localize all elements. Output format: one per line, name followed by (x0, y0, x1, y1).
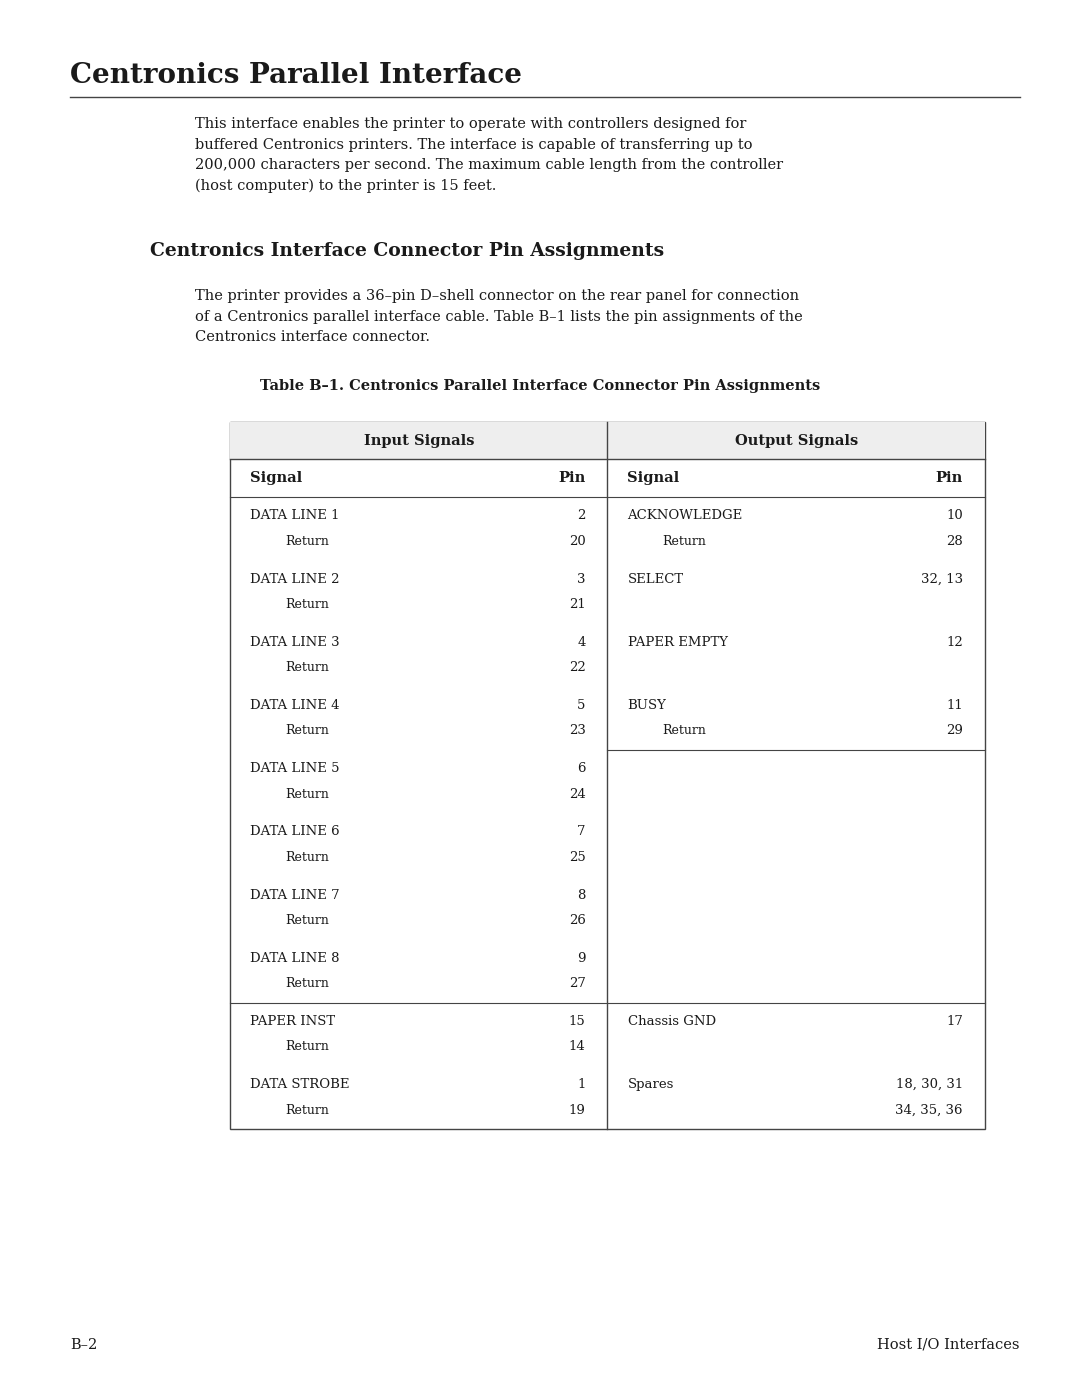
Text: 8: 8 (577, 888, 585, 901)
Text: DATA LINE 3: DATA LINE 3 (249, 636, 339, 648)
Text: 15: 15 (569, 1016, 585, 1028)
Text: DATA LINE 5: DATA LINE 5 (249, 763, 339, 775)
Text: 4: 4 (577, 636, 585, 648)
Text: 20: 20 (569, 535, 585, 548)
Text: 34, 35, 36: 34, 35, 36 (895, 1104, 963, 1116)
Text: Return: Return (285, 851, 329, 863)
Text: 12: 12 (946, 636, 963, 648)
Text: Centronics Interface Connector Pin Assignments: Centronics Interface Connector Pin Assig… (150, 242, 664, 260)
Text: ACKNOWLEDGE: ACKNOWLEDGE (627, 510, 743, 522)
Text: Signal: Signal (249, 471, 302, 485)
Text: Spares: Spares (627, 1078, 674, 1091)
Text: 27: 27 (569, 977, 585, 990)
Text: Input Signals: Input Signals (364, 433, 474, 447)
Text: 11: 11 (946, 698, 963, 712)
Text: 6: 6 (577, 763, 585, 775)
Text: 22: 22 (569, 661, 585, 675)
FancyBboxPatch shape (230, 422, 985, 460)
Text: 24: 24 (569, 788, 585, 800)
Text: 19: 19 (569, 1104, 585, 1116)
Text: 28: 28 (946, 535, 963, 548)
Text: 5: 5 (577, 698, 585, 712)
Text: Table B–1. Centronics Parallel Interface Connector Pin Assignments: Table B–1. Centronics Parallel Interface… (260, 379, 820, 393)
Text: DATA LINE 8: DATA LINE 8 (249, 951, 339, 965)
Text: Output Signals: Output Signals (734, 433, 858, 447)
Text: Return: Return (662, 535, 706, 548)
Text: 2: 2 (577, 510, 585, 522)
Text: Host I/O Interfaces: Host I/O Interfaces (877, 1338, 1020, 1352)
Text: Return: Return (285, 914, 329, 928)
Text: DATA LINE 2: DATA LINE 2 (249, 573, 339, 585)
FancyBboxPatch shape (230, 422, 985, 1129)
Text: BUSY: BUSY (627, 698, 666, 712)
Text: 10: 10 (946, 510, 963, 522)
Text: DATA LINE 4: DATA LINE 4 (249, 698, 339, 712)
Text: DATA STROBE: DATA STROBE (249, 1078, 350, 1091)
Text: Centronics Parallel Interface: Centronics Parallel Interface (70, 61, 522, 89)
Text: PAPER INST: PAPER INST (249, 1016, 335, 1028)
Text: Signal: Signal (627, 471, 679, 485)
Text: 32, 13: 32, 13 (921, 573, 963, 585)
Text: Return: Return (285, 1041, 329, 1053)
Text: 14: 14 (569, 1041, 585, 1053)
Text: Return: Return (285, 788, 329, 800)
Text: Pin: Pin (935, 471, 963, 485)
Text: Chassis GND: Chassis GND (627, 1016, 716, 1028)
Text: Pin: Pin (558, 471, 585, 485)
Text: 1: 1 (577, 1078, 585, 1091)
Text: Return: Return (662, 724, 706, 738)
Text: Return: Return (285, 535, 329, 548)
Text: 7: 7 (577, 826, 585, 838)
Text: 23: 23 (569, 724, 585, 738)
Text: 21: 21 (569, 598, 585, 610)
Text: 26: 26 (569, 914, 585, 928)
Text: The printer provides a 36–pin D–shell connector on the rear panel for connection: The printer provides a 36–pin D–shell co… (195, 289, 802, 344)
Text: PAPER EMPTY: PAPER EMPTY (627, 636, 728, 648)
Text: DATA LINE 6: DATA LINE 6 (249, 826, 339, 838)
Text: This interface enables the printer to operate with controllers designed for
buff: This interface enables the printer to op… (195, 117, 783, 193)
Text: DATA LINE 1: DATA LINE 1 (249, 510, 339, 522)
Text: Return: Return (285, 977, 329, 990)
Text: 9: 9 (577, 951, 585, 965)
Text: Return: Return (285, 598, 329, 610)
Text: 3: 3 (577, 573, 585, 585)
Text: 29: 29 (946, 724, 963, 738)
Text: Return: Return (285, 1104, 329, 1116)
Text: SELECT: SELECT (627, 573, 684, 585)
Text: DATA LINE 7: DATA LINE 7 (249, 888, 339, 901)
Text: 18, 30, 31: 18, 30, 31 (895, 1078, 963, 1091)
Text: 25: 25 (569, 851, 585, 863)
Text: Return: Return (285, 661, 329, 675)
Text: Return: Return (285, 724, 329, 738)
Text: B–2: B–2 (70, 1338, 97, 1352)
Text: 17: 17 (946, 1016, 963, 1028)
